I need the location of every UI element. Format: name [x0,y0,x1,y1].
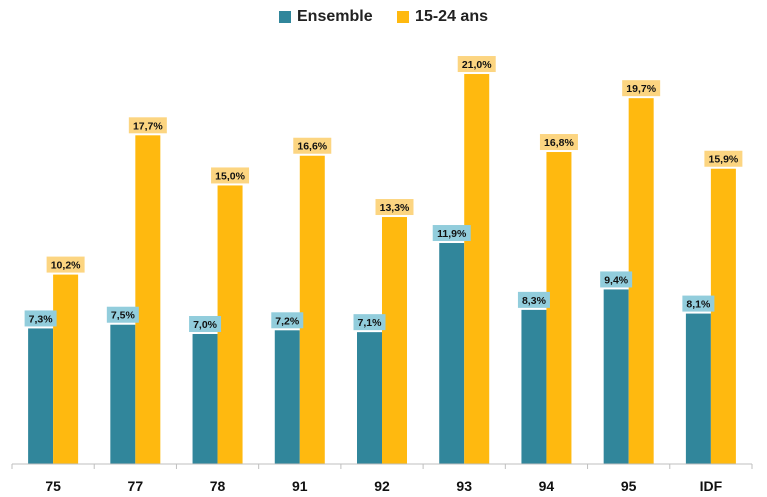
data-labels-layer: 7,3% 10,2% 7,5% 17,7% 7,0% 15,0% 7,2% 16,6% 7,1%… [24,56,743,333]
data-label: 13,3% [380,202,410,214]
data-label-box [375,199,414,216]
bar-15-24-77 [135,135,161,464]
legend-label-ensemble: Ensemble [297,8,373,25]
bar-ensemble-78 [192,334,218,464]
legend-item-15-24: 15-24 ans [397,8,488,26]
x-tick-label: 91 [292,478,308,494]
legend: Ensemble 15-24 ans [0,8,767,28]
legend-label-15-24: 15-24 ans [415,8,488,25]
x-tick-label: 77 [128,478,144,494]
data-label-box [46,256,85,273]
data-label: 21,0% [462,59,492,71]
x-tick-label: IDF [700,478,723,494]
bar-15-24-92 [382,217,407,464]
data-label-box [128,117,167,134]
x-axis-ticks: 75 77 78 91 92 93 94 95 IDF [11,464,753,494]
bar-15-24-93 [464,74,490,464]
bar-15-24-91 [299,155,325,464]
data-label: 15,9% [708,154,738,166]
data-label-box [432,225,471,242]
data-label-box [106,306,139,323]
x-tick-label: 75 [45,478,61,494]
bar-ensemble-92 [357,332,382,464]
data-label: 8,3% [522,295,547,307]
data-label: 15,0% [215,170,245,182]
data-label-box [682,295,715,312]
bar-ensemble-95 [603,289,629,464]
bar-ensemble-93 [439,243,465,464]
bar-15-24-75 [53,274,79,464]
data-label: 7,3% [29,313,54,325]
data-label: 7,2% [275,315,300,327]
bar-ensemble-91 [274,330,300,464]
legend-item-ensemble: Ensemble [279,8,373,26]
bar-ensemble-94 [521,309,547,464]
x-tick-label: 78 [210,478,226,494]
bar-15-24-94 [546,152,572,465]
data-label-box [353,314,386,331]
data-label-box [600,271,633,288]
data-label: 10,2% [51,260,81,272]
data-label-box [517,291,550,308]
data-label: 7,1% [358,317,383,329]
data-label-box [189,316,222,333]
data-label: 7,0% [193,319,218,331]
data-label-box [293,137,332,154]
data-label: 7,5% [111,310,136,322]
data-label-box [622,80,661,97]
bar-ensemble-75 [28,328,54,464]
x-tick-label: 92 [374,478,390,494]
data-label-box [24,310,57,327]
bar-ensemble-77 [110,324,136,464]
data-label-box [704,150,743,167]
data-label: 11,9% [437,228,467,240]
data-label: 16,8% [544,137,574,149]
x-tick-label: 95 [621,478,637,494]
data-label: 9,4% [604,274,629,286]
data-label-box [539,134,578,151]
data-label: 17,7% [133,120,163,132]
bar-15-24-78 [217,185,243,464]
bars-layer [28,74,736,465]
legend-swatch-ensemble [279,11,291,23]
data-label-box [271,312,304,329]
legend-swatch-15-24 [397,11,410,23]
bar-15-24-95 [628,98,654,465]
data-label-box [457,56,496,73]
bar-ensemble-IDF [685,313,711,464]
data-label: 16,6% [297,141,327,153]
bar-15-24-IDF [710,168,736,464]
x-tick-label: 94 [539,478,555,494]
data-label-box [211,167,250,184]
data-label: 19,7% [626,83,656,95]
x-tick-label: 93 [456,478,472,494]
data-label: 8,1% [686,299,711,311]
